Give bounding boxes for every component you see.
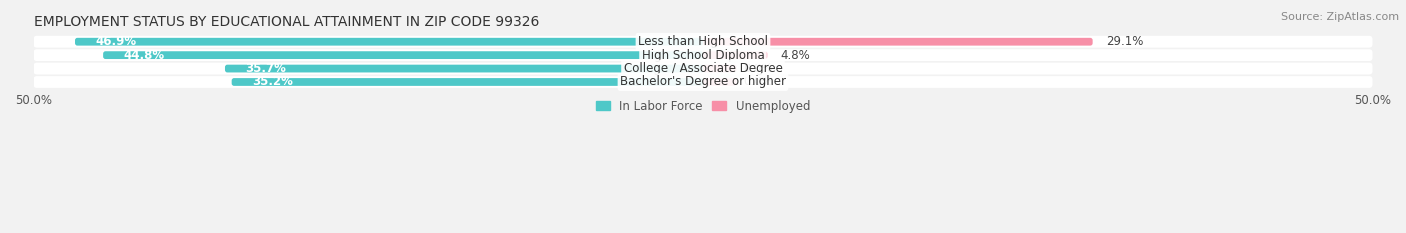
Text: EMPLOYMENT STATUS BY EDUCATIONAL ATTAINMENT IN ZIP CODE 99326: EMPLOYMENT STATUS BY EDUCATIONAL ATTAINM…: [34, 15, 538, 29]
Text: 0.0%: 0.0%: [744, 62, 773, 75]
FancyBboxPatch shape: [34, 36, 1372, 48]
Legend: In Labor Force, Unemployed: In Labor Force, Unemployed: [591, 95, 815, 118]
Text: 0.0%: 0.0%: [744, 75, 773, 89]
FancyBboxPatch shape: [703, 38, 1092, 46]
FancyBboxPatch shape: [75, 38, 703, 46]
Text: High School Diploma: High School Diploma: [641, 49, 765, 62]
Text: Bachelor's Degree or higher: Bachelor's Degree or higher: [620, 75, 786, 89]
Text: 35.7%: 35.7%: [245, 62, 285, 75]
Text: College / Associate Degree: College / Associate Degree: [624, 62, 782, 75]
Text: 4.8%: 4.8%: [780, 49, 810, 62]
Text: 35.2%: 35.2%: [252, 75, 292, 89]
FancyBboxPatch shape: [703, 78, 737, 86]
Text: 44.8%: 44.8%: [124, 49, 165, 62]
FancyBboxPatch shape: [225, 65, 703, 72]
Text: Source: ZipAtlas.com: Source: ZipAtlas.com: [1281, 12, 1399, 22]
FancyBboxPatch shape: [703, 65, 737, 72]
FancyBboxPatch shape: [703, 51, 768, 59]
Text: Less than High School: Less than High School: [638, 35, 768, 48]
FancyBboxPatch shape: [103, 51, 703, 59]
FancyBboxPatch shape: [34, 76, 1372, 88]
FancyBboxPatch shape: [34, 49, 1372, 61]
FancyBboxPatch shape: [34, 63, 1372, 75]
Text: 29.1%: 29.1%: [1107, 35, 1143, 48]
FancyBboxPatch shape: [232, 78, 703, 86]
Text: 46.9%: 46.9%: [96, 35, 136, 48]
